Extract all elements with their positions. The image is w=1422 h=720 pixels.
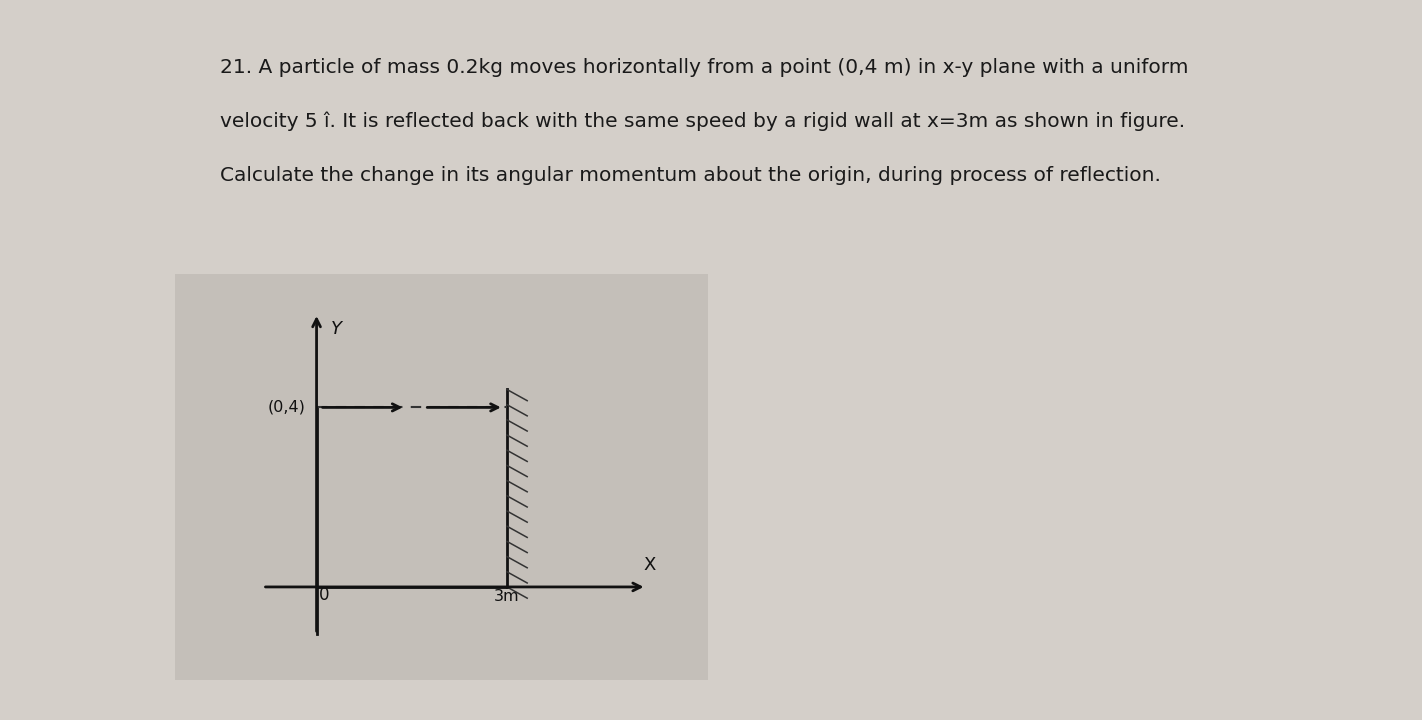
Text: Y: Y [330,320,341,338]
Text: velocity 5 î. It is reflected back with the same speed by a rigid wall at x=3m a: velocity 5 î. It is reflected back with … [220,112,1186,131]
Text: (0,4): (0,4) [267,400,306,415]
Text: X: X [643,557,656,575]
Text: 3m: 3m [493,589,519,604]
Text: 21. A particle of mass 0.2kg moves horizontally from a point (0,4 m) in x-y plan: 21. A particle of mass 0.2kg moves horiz… [220,58,1189,76]
Text: 0: 0 [319,586,330,604]
Text: Calculate the change in its angular momentum about the origin, during process of: Calculate the change in its angular mome… [220,166,1162,184]
